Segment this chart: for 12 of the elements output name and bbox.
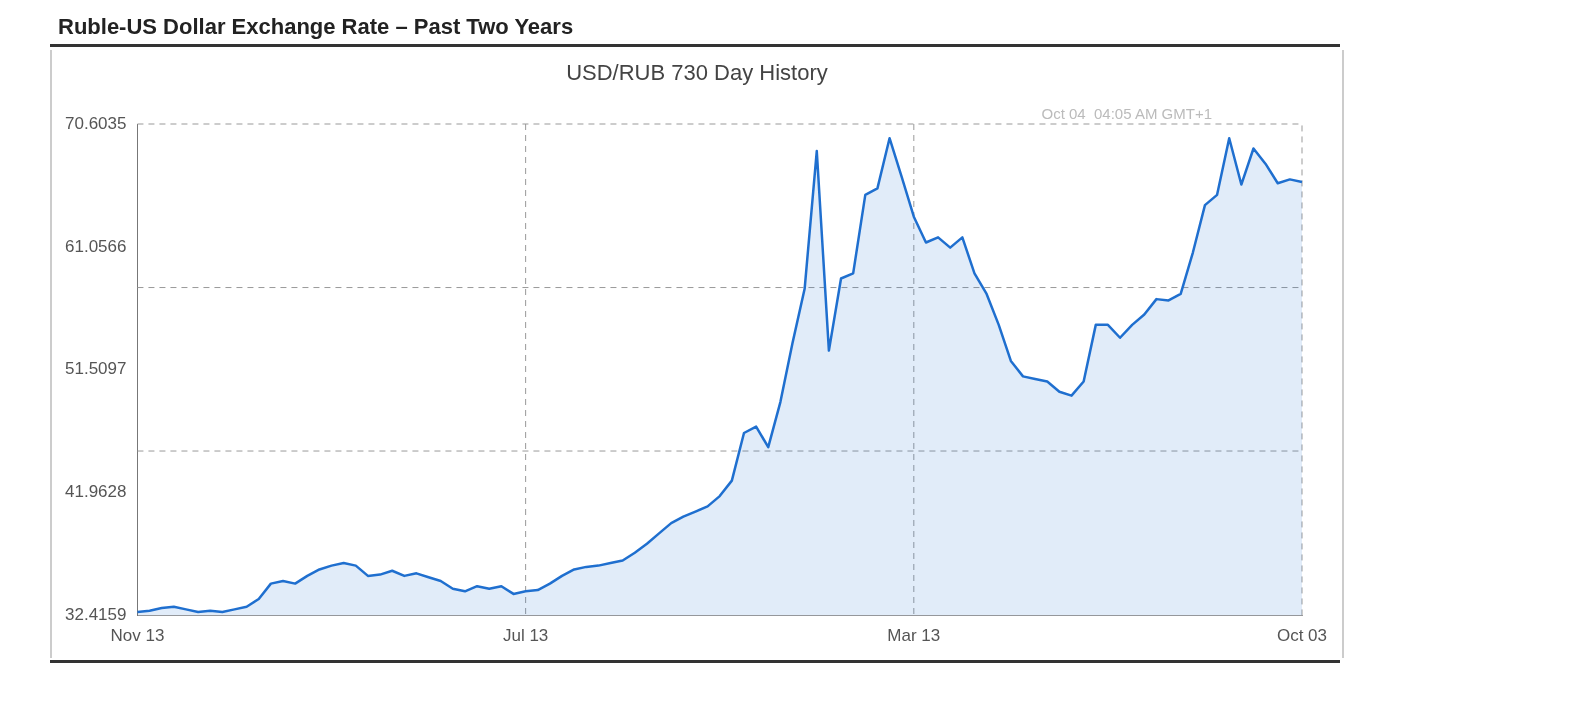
x-tick-label: Nov 13 bbox=[110, 626, 165, 646]
text: Oct 04 04:05 AM GMT+1 bbox=[1041, 104, 1212, 122]
x-tick-label: Jul 13 bbox=[502, 626, 549, 646]
y-tick-label: 32.4159 bbox=[65, 605, 127, 625]
x-tick-label: Mar 13 bbox=[887, 626, 941, 646]
y-tick-label: 70.6035 bbox=[65, 113, 127, 133]
y-tick-label: 41.9628 bbox=[65, 482, 127, 502]
chart-subtitle: USD/RUB 730 Day History bbox=[565, 60, 829, 86]
y-tick-label: 61.0566 bbox=[65, 236, 127, 256]
y-tick-label: 51.5097 bbox=[65, 359, 127, 379]
chart-title: Ruble-US Dollar Exchange Rate – Past Two Years bbox=[58, 14, 574, 40]
x-tick-label: Oct 03 bbox=[1276, 626, 1328, 646]
